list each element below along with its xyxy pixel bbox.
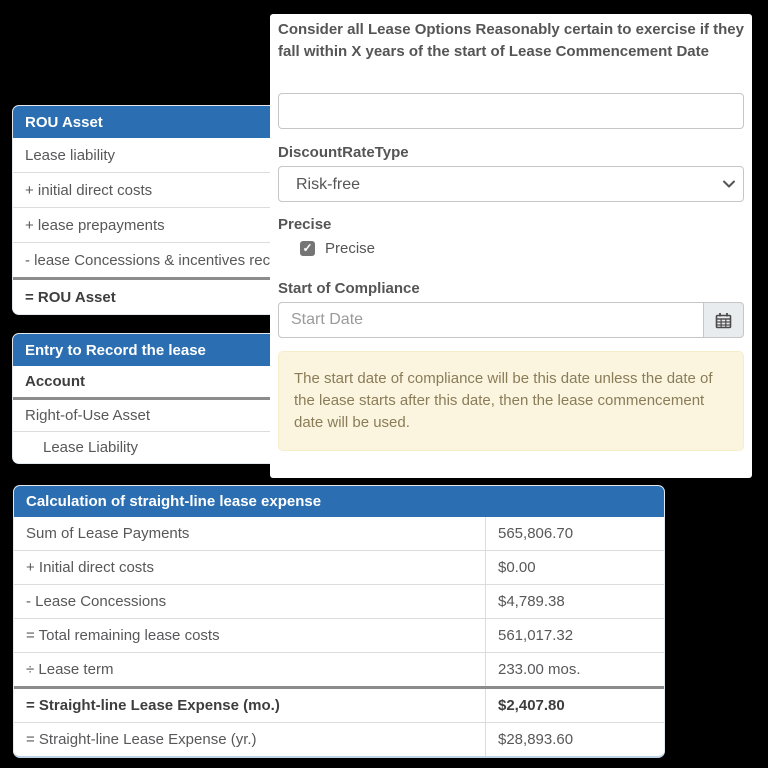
row-label: = Total remaining lease costs: [14, 619, 486, 652]
discount-rate-select[interactable]: Risk-free: [278, 166, 744, 202]
straight-line-expense-header: Calculation of straight-line lease expen…: [14, 486, 664, 517]
row-label: + Initial direct costs: [14, 551, 486, 584]
row-label: Lease Liability: [43, 439, 139, 456]
row-label: = Straight-line Lease Expense (mo.): [14, 689, 486, 722]
entry-record-card: Entry to Record the lease Account Right-…: [12, 333, 295, 464]
table-row: Lease Liability: [13, 431, 294, 463]
start-of-compliance-label: Start of Compliance: [278, 280, 420, 297]
table-row: = Total remaining lease costs 561,017.32: [14, 618, 664, 652]
row-label: Sum of Lease Payments: [14, 517, 486, 550]
discount-rate-type-label: DiscountRateType: [278, 144, 409, 161]
precise-checkbox-label: Precise: [325, 240, 376, 257]
row-label: = ROU Asset: [25, 288, 116, 306]
calendar-icon: [715, 312, 732, 328]
row-label: - Lease Concessions: [14, 585, 486, 618]
precise-checkbox[interactable]: ✓: [300, 241, 315, 256]
table-row: + initial direct costs: [13, 172, 294, 207]
entry-record-header: Entry to Record the lease: [13, 334, 294, 366]
row-value: 565,806.70: [498, 525, 574, 542]
row-label: = Straight-line Lease Expense (yr.): [14, 723, 486, 756]
rou-asset-header: ROU Asset: [13, 106, 294, 138]
table-row-header: Account: [13, 366, 294, 397]
table-row: ÷ Lease term 233.00 mos.: [14, 652, 664, 686]
row-label: Right-of-Use Asset: [25, 407, 151, 424]
table-row: Sum of Lease Payments 565,806.70: [14, 517, 664, 550]
compliance-note: The start date of compliance will be thi…: [278, 351, 744, 451]
start-date-group: [278, 302, 744, 338]
consider-options-input[interactable]: [278, 93, 744, 129]
straight-line-expense-card: Calculation of straight-line lease expen…: [13, 485, 665, 758]
row-value: $2,407.80: [498, 697, 565, 714]
row-value: 233.00 mos.: [498, 661, 581, 678]
table-row: - lease Concessions & incentives receive…: [13, 242, 294, 277]
table-row: + lease prepayments: [13, 207, 294, 242]
consider-options-label: Consider all Lease Options Reasonably ce…: [278, 21, 744, 60]
precise-label: Precise: [278, 216, 332, 233]
row-value: $4,789.38: [498, 593, 565, 610]
row-value: 561,017.32: [498, 627, 574, 644]
table-row-total: = ROU Asset: [13, 277, 294, 314]
row-value: $28,893.60: [498, 731, 574, 748]
table-row: Lease liability: [13, 138, 294, 172]
table-row-total: = Straight-line Lease Expense (mo.) $2,4…: [14, 686, 664, 722]
table-row: Right-of-Use Asset: [13, 397, 294, 431]
row-label: + initial direct costs: [25, 181, 153, 199]
table-row: + Initial direct costs $0.00: [14, 550, 664, 584]
row-label: Lease liability: [25, 146, 116, 164]
table-row: - Lease Concessions $4,789.38: [14, 584, 664, 618]
row-label: + lease prepayments: [25, 216, 165, 234]
lease-options-form-panel: Consider all Lease Options Reasonably ce…: [270, 14, 752, 478]
table-row: = Straight-line Lease Expense (yr.) $28,…: [14, 722, 664, 756]
row-label: Account: [25, 373, 85, 390]
precise-checkbox-row: ✓ Precise: [300, 240, 375, 257]
row-label: - lease Concessions & incentives receive…: [25, 251, 295, 269]
row-label: ÷ Lease term: [14, 653, 486, 686]
start-date-input[interactable]: [278, 302, 704, 338]
rou-asset-card: ROU Asset Lease liability + initial dire…: [12, 105, 295, 315]
row-value: $0.00: [498, 559, 536, 576]
date-picker-button[interactable]: [704, 302, 744, 338]
